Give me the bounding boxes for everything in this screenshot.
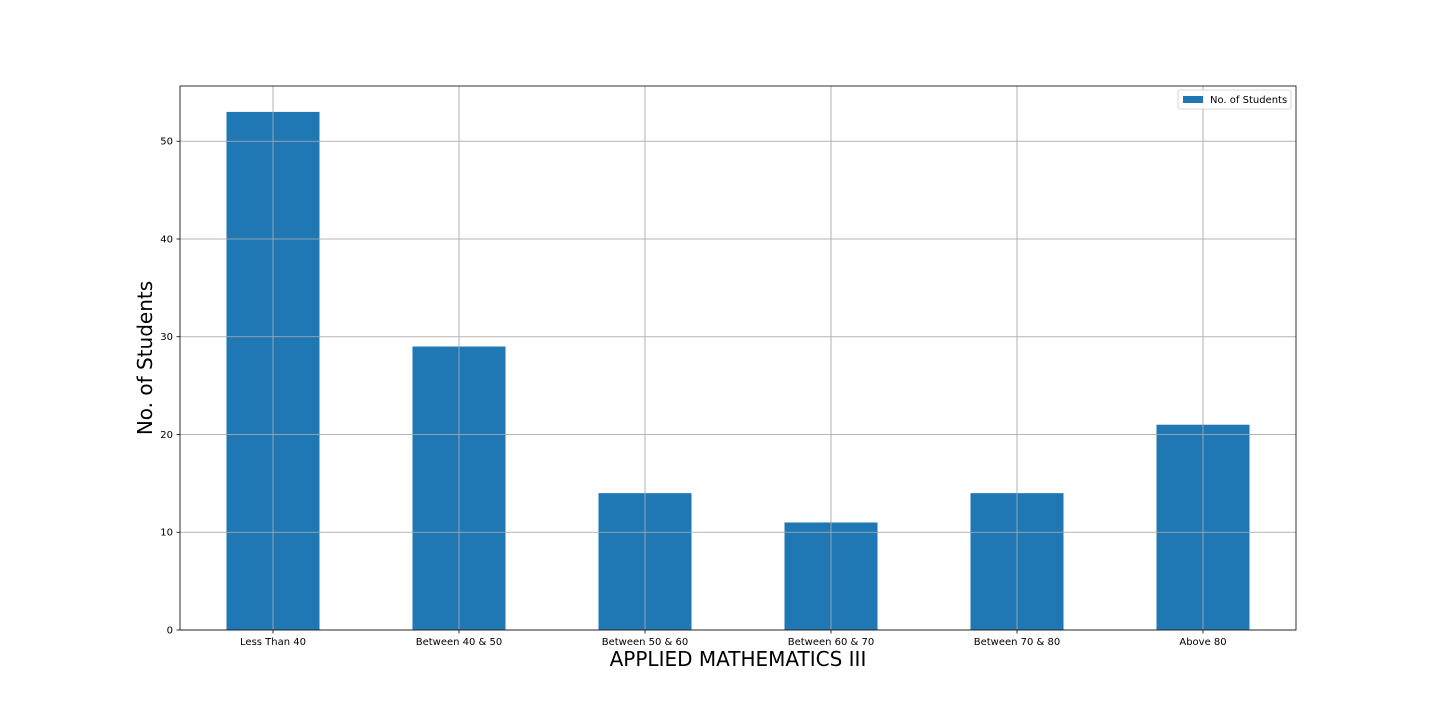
- x-tick-label: Between 40 & 50: [416, 637, 503, 648]
- legend-box: [1177, 89, 1292, 110]
- y-tick-label: 20: [160, 430, 173, 441]
- x-axis: Less Than 40 Between 40 & 50 Between 50 & …: [240, 630, 1227, 648]
- y-tick-label: 0: [167, 626, 173, 637]
- y-tick-label: 30: [160, 332, 173, 343]
- y-axis: 0 10 20 30 40 50: [160, 137, 180, 637]
- y-axis-title: No. of Students: [133, 281, 157, 435]
- legend-swatch: [1183, 96, 1203, 103]
- y-tick-label: 40: [160, 234, 173, 245]
- y-tick-label: 50: [160, 137, 173, 148]
- x-tick-label: Between 70 & 80: [974, 637, 1061, 648]
- x-tick-label: Above 80: [1179, 637, 1226, 648]
- y-tick-label: 10: [160, 528, 173, 539]
- x-tick-label: Less Than 40: [240, 637, 306, 648]
- plot-frame: [179, 85, 1297, 631]
- legend-label: No. of Students: [1210, 95, 1287, 106]
- legend: No. of Students: [1177, 89, 1292, 110]
- x-tick-label: Between 50 & 60: [602, 637, 689, 648]
- x-tick-label: Between 60 & 70: [788, 637, 875, 648]
- x-axis-title: APPLIED MATHEMATICS III: [610, 647, 867, 671]
